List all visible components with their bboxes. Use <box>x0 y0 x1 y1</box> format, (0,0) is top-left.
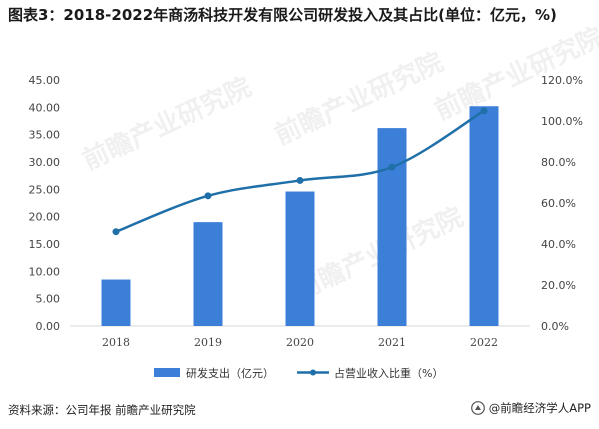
left-tick-label: 30.00 <box>29 156 61 169</box>
left-tick-label: 45.00 <box>29 74 61 87</box>
legend: 研发支出（亿元） 占营业收入比重（%） <box>154 366 443 380</box>
left-tick-label: 35.00 <box>29 129 61 142</box>
left-tick-label: 40.00 <box>29 101 61 114</box>
legend-bar-swatch <box>154 368 180 377</box>
left-tick-label: 25.00 <box>29 183 61 196</box>
bar-series <box>101 106 499 327</box>
brand-credit: @前瞻经济学人APP <box>470 400 591 416</box>
legend-line-marker <box>310 369 316 376</box>
right-tick-label: 80.0% <box>541 156 576 169</box>
ratio-point-2021 <box>388 163 396 171</box>
left-tick-label: 20.00 <box>29 211 61 224</box>
legend-bar-label: 研发支出（亿元） <box>186 366 274 380</box>
right-tick-label: 60.0% <box>541 197 576 210</box>
right-tick-label: 100.0% <box>541 115 583 128</box>
right-tick-label: 120.0% <box>541 74 583 87</box>
right-tick-label: 0.0% <box>541 320 569 333</box>
watermark-layer: 前瞻产业研究院前瞻产业研究院前瞻产业研究院前瞻产业研究院 <box>78 21 599 306</box>
right-tick-label: 20.0% <box>541 279 576 292</box>
bar-2021 <box>377 128 407 326</box>
category-label: 2019 <box>194 336 222 349</box>
bar-2022 <box>469 106 499 327</box>
ratio-points <box>112 107 488 236</box>
category-label: 2018 <box>102 336 130 349</box>
ratio-point-2019 <box>204 192 212 200</box>
legend-line-label: 占营业收入比重（%） <box>334 366 443 380</box>
left-tick-label: 5.00 <box>36 293 61 306</box>
qianzhan-logo-icon <box>470 401 485 415</box>
left-tick-label: 15.00 <box>29 238 61 251</box>
right-axis-ticks: 0.0% 20.0% 40.0% 60.0% 80.0% 100.0% 120.0% <box>541 74 583 333</box>
chart-title: 图表3：2018-2022年商汤科技开发有限公司研发投入及其占比(单位：亿元，%… <box>8 6 557 24</box>
brand-credit-text: @前瞻经济学人APP <box>488 401 591 415</box>
category-labels: 2018 2019 2020 2021 2022 <box>102 336 498 349</box>
ratio-point-2020 <box>296 176 304 184</box>
left-axis-ticks: 0.00 5.00 10.00 15.00 20.00 25.00 30.00 35.00 40… <box>29 74 61 333</box>
watermark-text: 前瞻产业研究院 <box>270 46 448 151</box>
bar-2020 <box>285 191 315 326</box>
left-tick-label: 0.00 <box>36 320 61 333</box>
left-tick-label: 10.00 <box>29 265 61 278</box>
category-label: 2022 <box>470 336 498 349</box>
source-note: 资料来源：公司年报 前瞻产业研究院 <box>8 403 196 417</box>
category-label: 2021 <box>378 336 406 349</box>
ratio-point-2022 <box>480 107 488 115</box>
right-tick-label: 40.0% <box>541 238 576 251</box>
category-label: 2020 <box>286 336 314 349</box>
bar-2018 <box>101 279 131 326</box>
ratio-point-2018 <box>112 228 120 236</box>
watermark-text: 前瞻产业研究院 <box>78 71 256 176</box>
bar-2019 <box>193 222 223 326</box>
